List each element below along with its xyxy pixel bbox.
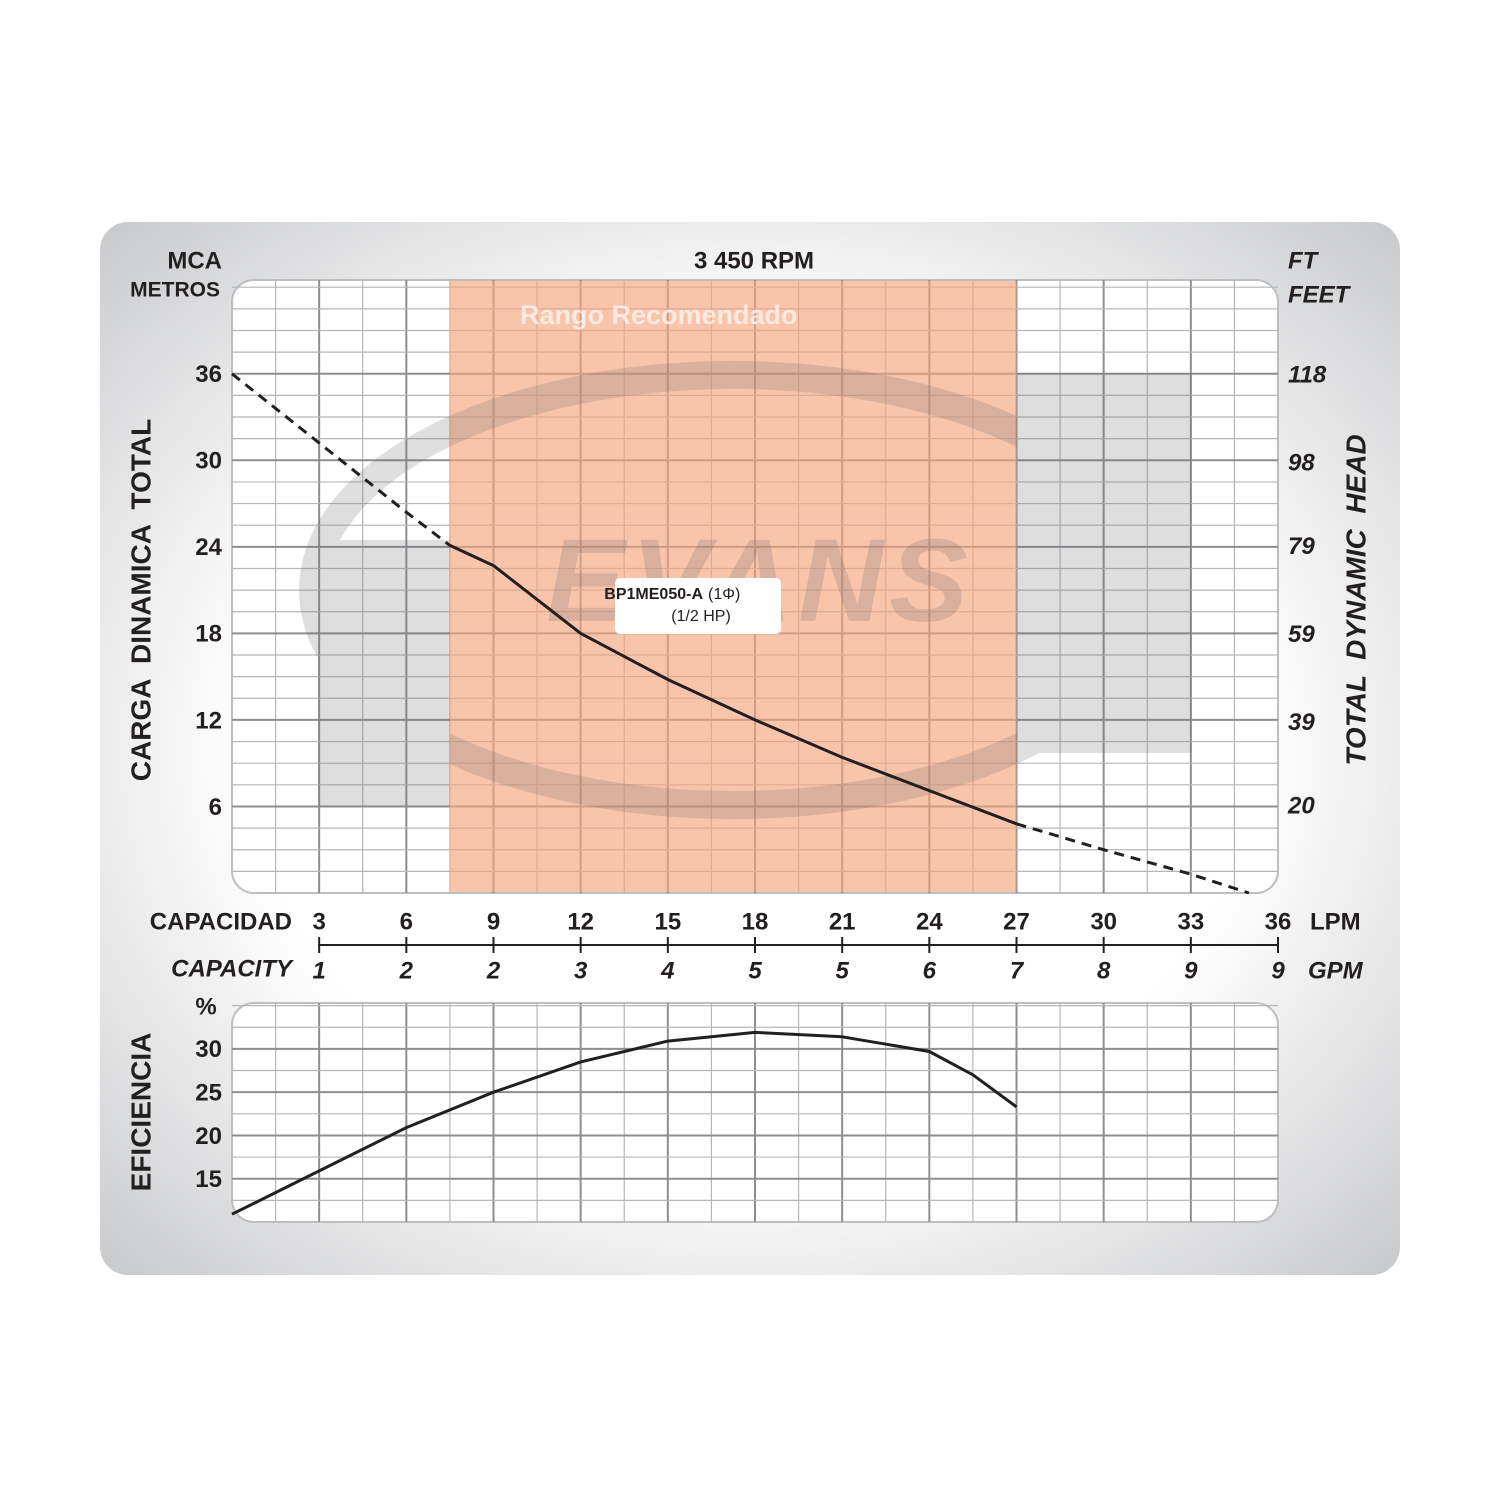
x2-tick-label: 2	[399, 957, 414, 984]
x2-tick-label: 7	[1010, 957, 1025, 984]
grid	[232, 1003, 1278, 1222]
x2-tick-label: 5	[835, 957, 849, 984]
range-label: Rango Recomendado	[520, 300, 798, 330]
y2-unit: FT	[1288, 247, 1320, 274]
y-tick-label: 12	[195, 707, 222, 734]
x-tick-label: 21	[829, 908, 856, 935]
x-tick-label: 24	[916, 908, 943, 935]
x-tick-label: 6	[400, 908, 413, 935]
curve	[449, 544, 1018, 826]
y-unit: %	[195, 993, 216, 1020]
curve	[231, 372, 1250, 895]
x-tick-label: 30	[1090, 908, 1117, 935]
y2-tick-label: 79	[1288, 533, 1315, 560]
y2-tick-label: 98	[1288, 449, 1315, 476]
x2-tick-label: 6	[923, 957, 937, 984]
x2-tick-label: 2	[486, 957, 501, 984]
efficiency-plot	[231, 1002, 1279, 1223]
y-axis-label: CARGA DINAMICA TOTAL	[125, 419, 156, 781]
y2-axis-label: TOTAL DYNAMIC HEAD	[1340, 434, 1371, 765]
x-unit: LPM	[1310, 908, 1361, 935]
y-axis-label: EFICIENCIA	[125, 1033, 156, 1192]
x2-tick-label: 1	[312, 957, 325, 984]
x2-tick-label: 9	[1271, 957, 1285, 984]
watermark-block	[318, 540, 450, 806]
y-tick-label: 25	[195, 1080, 222, 1107]
x-axis-label: CAPACIDAD	[150, 908, 292, 935]
watermark-ring	[299, 361, 1167, 819]
y-tick-label: 20	[195, 1123, 222, 1150]
curve-label: BP1ME050-A (1Φ) (1/2 HP)	[604, 578, 781, 634]
y-tick-label: 30	[195, 1036, 222, 1063]
y-tick-label: 30	[195, 448, 222, 475]
x2-tick-label: 4	[660, 957, 674, 984]
x-tick-label: 27	[1003, 908, 1030, 935]
y-tick-label: 36	[195, 361, 222, 388]
y2-tick-label: 59	[1288, 621, 1315, 648]
y-unit: MCA	[167, 247, 222, 274]
model: BP1ME050-A	[604, 586, 703, 603]
y-unit-sub: METROS	[130, 279, 220, 302]
y2-tick-label: 39	[1288, 709, 1315, 736]
x-tick-label: 15	[654, 908, 681, 935]
power: (1/2 HP)	[671, 608, 731, 625]
y2-tick-label: 20	[1287, 792, 1315, 819]
x-tick-label: 18	[742, 908, 769, 935]
y-tick-label: 6	[209, 794, 222, 821]
y-tick-label: 24	[195, 534, 222, 561]
x-tick-label: 12	[567, 908, 594, 935]
y-tick-label: 15	[195, 1166, 222, 1193]
x2-axis-label: CAPACITY	[171, 955, 294, 982]
x2-tick-label: 9	[1184, 957, 1198, 984]
x-tick-label: 36	[1265, 908, 1292, 935]
x2-tick-label: 3	[574, 957, 588, 984]
x-tick-label: 3	[312, 908, 325, 935]
x-tick-label: 33	[1177, 908, 1204, 935]
labels: 3 450 RPM MCA METROS FT FEET CARGA DINAM…	[125, 247, 1371, 1193]
title: 3 450 RPM	[694, 247, 814, 274]
head-plot: Rango RecomendadoEVANSBP1ME050-A(1Φ)(1/2…	[231, 279, 1279, 895]
y-tick-label: 18	[195, 621, 222, 648]
x2-tick-label: 5	[748, 957, 762, 984]
y2-unit-sub: FEET	[1288, 281, 1352, 308]
x-tick-label: 9	[487, 908, 500, 935]
label-box	[615, 578, 781, 634]
phase: (1Φ)	[708, 586, 740, 603]
x2-tick-label: 8	[1097, 957, 1111, 984]
curve	[231, 1030, 1018, 1216]
watermark-block	[1017, 373, 1192, 753]
y2-tick-label: 118	[1288, 361, 1327, 388]
x2-unit: GPM	[1308, 957, 1364, 984]
